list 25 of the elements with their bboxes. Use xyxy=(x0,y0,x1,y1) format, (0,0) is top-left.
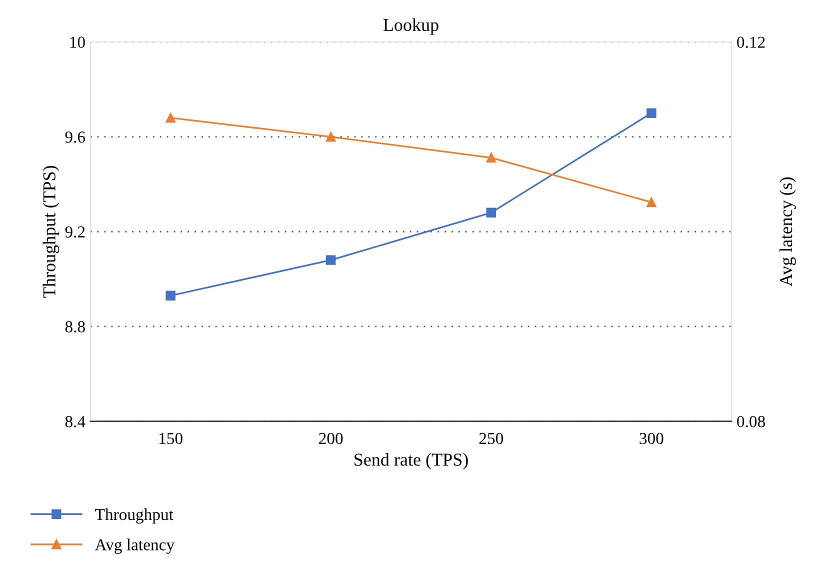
chart-title: Lookup xyxy=(383,18,438,35)
y-tick-label: 9.6 xyxy=(65,132,86,143)
point xyxy=(646,108,656,118)
point xyxy=(486,208,496,218)
x-axis-title: Send rate (TPS) xyxy=(354,453,468,470)
y2-tick-label: 0.12 xyxy=(737,36,765,48)
point xyxy=(486,152,496,163)
point xyxy=(326,132,336,142)
x-tick-label: 150 xyxy=(160,432,182,444)
x-tick-label: 300 xyxy=(640,432,664,444)
y-tick-label: 10 xyxy=(70,36,85,48)
legend-label: Avg latency xyxy=(94,538,174,554)
y2-tick-label: 0.08 xyxy=(737,416,765,428)
y-axis-title: Throughput (TPS) xyxy=(42,166,60,298)
y-tick-label: 8.4 xyxy=(65,416,86,428)
point xyxy=(326,255,336,265)
y-tick-label: 9.2 xyxy=(65,226,85,238)
point xyxy=(166,112,176,123)
x-tick-label: 200 xyxy=(319,432,343,444)
point xyxy=(166,290,176,300)
point xyxy=(646,197,656,208)
y-tick-label: 8.8 xyxy=(65,321,85,332)
y2-axis-title: Avg latency (s) xyxy=(779,177,796,286)
legend-label: Throughput xyxy=(95,508,174,524)
x-tick-label: 250 xyxy=(479,432,504,444)
